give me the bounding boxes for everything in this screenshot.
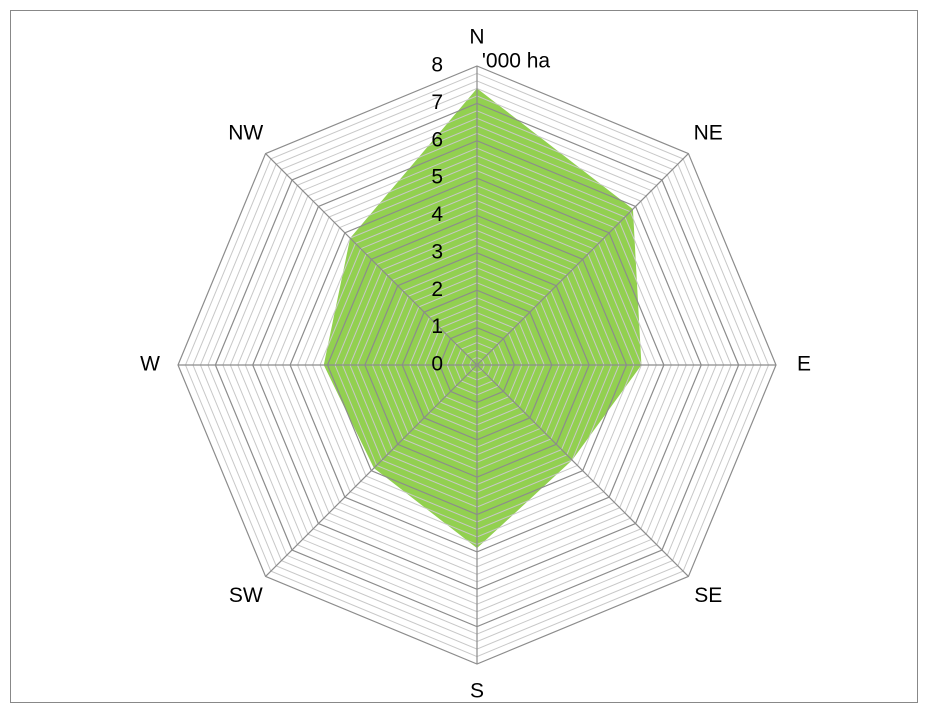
tick-label: 6 [431, 128, 443, 151]
tick-label: 5 [431, 166, 443, 189]
spoke [476, 153, 689, 366]
tick-label: 4 [431, 203, 443, 226]
axis-label: '000 ha [482, 50, 551, 73]
spoke [476, 364, 689, 577]
data-area [323, 88, 642, 549]
category-label: E [797, 353, 811, 376]
spoke [265, 364, 478, 577]
category-label: SW [229, 584, 263, 607]
tick-label: 8 [431, 54, 443, 77]
tick-label: 0 [431, 353, 443, 376]
category-label: S [470, 680, 484, 703]
tick-label: 2 [431, 278, 443, 301]
spoke [265, 153, 478, 366]
category-label: SE [694, 584, 722, 607]
tick-label: 1 [431, 315, 443, 338]
tick-label: 3 [431, 240, 443, 263]
category-label: N [469, 26, 484, 49]
tick-label: 7 [431, 91, 443, 114]
category-label: W [140, 353, 160, 376]
category-label: NW [228, 121, 263, 144]
category-label: NE [694, 121, 723, 144]
